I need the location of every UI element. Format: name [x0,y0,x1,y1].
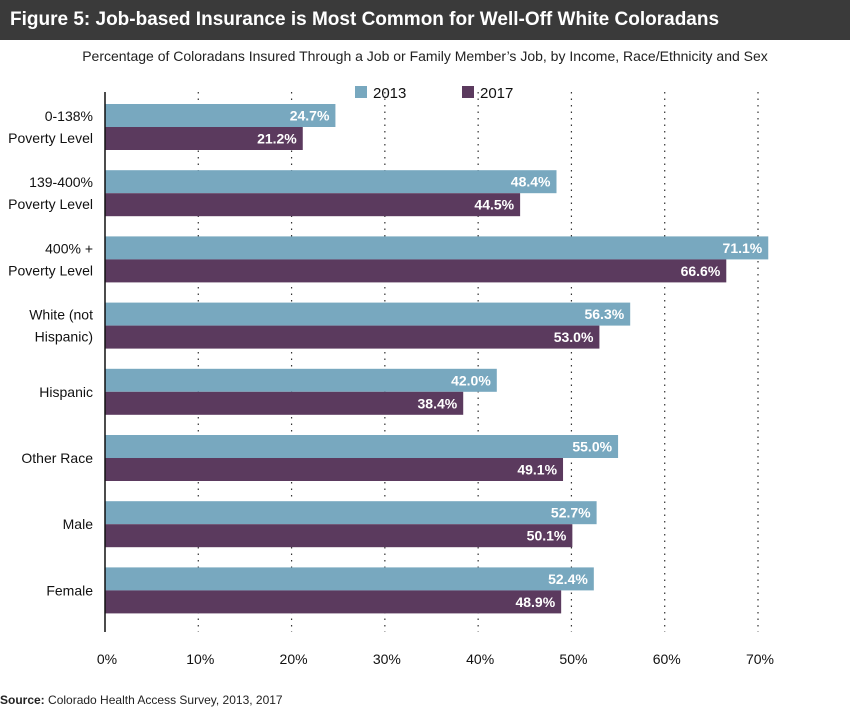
category-label: Hispanic [39,384,93,400]
data-label: 38.4% [418,395,458,411]
data-label: 56.3% [584,306,624,322]
data-label: 48.4% [511,174,551,190]
category-label: Poverty Level [8,196,93,212]
bar-2017 [105,325,600,349]
bar-2013 [105,236,769,260]
bar-2017 [105,127,303,150]
x-tick-label: 10% [186,651,214,667]
category-label: Hispanic) [35,329,93,345]
data-label: 42.0% [451,372,491,388]
bar-2017 [105,259,727,283]
category-label: 0-138% [45,108,93,124]
bar-2017 [105,590,562,614]
bar-2017 [105,193,521,217]
source-text: Colorado Health Access Survey, 2013, 201… [44,693,283,707]
x-tick-label: 30% [373,651,401,667]
data-label: 52.7% [551,505,591,521]
category-label: Male [63,516,94,532]
source-note: Source: Colorado Health Access Survey, 2… [0,693,283,707]
data-label: 66.6% [681,263,721,279]
chart-title: Figure 5: Job-based Insurance is Most Co… [0,0,850,40]
data-label: 52.4% [548,571,588,587]
source-label: Source: [0,693,45,707]
category-label: Poverty Level [8,130,93,146]
bar-2013 [105,104,336,127]
bar-2017 [105,391,464,415]
bar-2013 [105,567,594,591]
bar-2013 [105,368,497,392]
x-tick-label: 50% [559,651,587,667]
legend-label-2017: 2017 [480,85,513,102]
category-label: Poverty Level [8,262,93,278]
bar-2013 [105,435,619,458]
bar-2013 [105,170,557,194]
category-label: White (not [29,307,93,323]
x-tick-label: 0% [97,651,117,667]
category-label: 400% + [45,240,93,256]
x-tick-label: 40% [466,651,494,667]
category-label: Other Race [21,450,93,466]
bar-2017 [105,524,573,548]
data-label: 21.2% [257,131,297,147]
category-label: Female [46,582,93,598]
legend-swatch-2013 [355,86,367,98]
chart-subtitle: Percentage of Coloradans Insured Through… [82,48,768,64]
category-label: 139-400% [29,174,93,190]
x-tick-label: 20% [280,651,308,667]
bar-2017 [105,458,564,481]
data-label: 24.7% [290,108,330,124]
data-label: 53.0% [554,329,594,345]
data-label: 50.1% [527,528,567,544]
bar-2013 [105,302,631,326]
legend-label-2013: 2013 [373,85,406,102]
data-label: 55.0% [572,439,612,455]
data-label: 49.1% [517,462,557,478]
legend-swatch-2017 [462,86,474,98]
x-tick-label: 60% [653,651,681,667]
bar-2013 [105,501,597,525]
x-tick-label: 70% [746,651,774,667]
data-label: 48.9% [515,594,555,610]
data-label: 44.5% [474,197,514,213]
data-label: 71.1% [723,240,763,256]
